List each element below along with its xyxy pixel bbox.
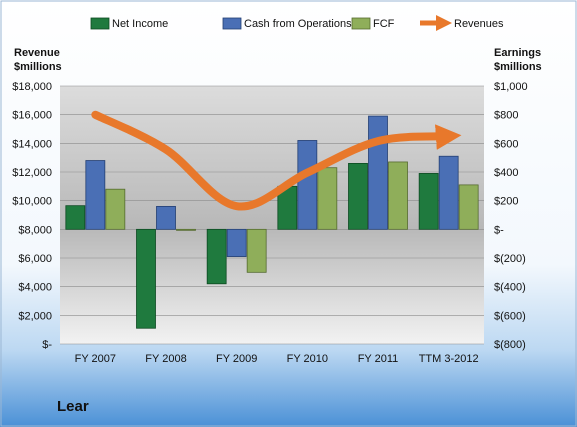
bar-fcf	[458, 184, 479, 230]
left-axis-ticks: $18,000 $16,000 $14,000 $12,000 $10,000 $8,00…	[12, 81, 52, 351]
legend-swatch-net-income	[90, 17, 110, 30]
bar-net-income	[348, 162, 368, 230]
bar-cash-from-operations	[368, 115, 388, 230]
left-tick-label: $16,000	[12, 110, 52, 122]
right-axis-title-line1: Earnings	[494, 47, 541, 59]
left-tick-label: $-	[42, 339, 52, 351]
right-axis-ticks: $1,000 $800 $600 $400 $200 $- $(200) $(400) $(60…	[494, 81, 528, 351]
bar-fcf	[176, 228, 196, 231]
bar-net-income	[65, 205, 86, 230]
bar-cash-from-operations	[226, 228, 247, 257]
right-tick-label: $(400)	[494, 282, 526, 294]
bar-cash-from-operations	[156, 205, 176, 230]
left-tick-label: $2,000	[18, 310, 52, 322]
x-axis-ticks: FY 2007 FY 2008 FY 2009 FY 2010 FY 2011 TTM 3…	[75, 353, 479, 365]
right-tick-label: $800	[494, 110, 518, 122]
revenues-line	[91, 110, 462, 211]
left-tick-label: $14,000	[12, 138, 52, 150]
bar-fcf	[246, 228, 267, 273]
left-tick-label: $6,000	[18, 253, 52, 265]
legend: Net Income Cash from Operations FCF Reve…	[90, 14, 504, 32]
bar-cash-from-operations	[438, 155, 459, 230]
left-tick-label: $18,000	[12, 81, 52, 93]
bars	[65, 115, 479, 329]
right-tick-label: $600	[494, 138, 518, 150]
bar-fcf	[105, 188, 126, 230]
right-tick-label: $(800)	[494, 339, 526, 351]
right-tick-label: $1,000	[494, 81, 528, 93]
legend-swatch-cash-from-operations	[222, 17, 242, 30]
left-axis-title-line2: $millions	[14, 61, 62, 73]
right-axis-title-line2: $millions	[494, 61, 542, 73]
left-tick-label: $4,000	[18, 282, 52, 294]
x-tick-label: FY 2008	[145, 353, 186, 365]
revenue-line-group	[91, 110, 462, 211]
legend-label-revenues: Revenues	[454, 18, 504, 30]
bar-cash-from-operations	[85, 160, 106, 230]
bar-net-income	[136, 228, 156, 329]
left-tick-label: $8,000	[18, 224, 52, 236]
x-tick-label: FY 2010	[287, 353, 328, 365]
legend-label-cash-from-operations: Cash from Operations	[244, 18, 352, 30]
legend-label-net-income: Net Income	[112, 18, 168, 30]
x-tick-label: TTM 3-2012	[419, 353, 479, 365]
legend-swatch-fcf	[351, 17, 371, 30]
bar-fcf	[388, 161, 408, 230]
bar-fcf	[317, 167, 338, 230]
right-tick-label: $(200)	[494, 253, 526, 265]
right-tick-label: $(600)	[494, 310, 526, 322]
bar-net-income	[418, 173, 439, 230]
company-name: Lear	[57, 398, 89, 415]
right-tick-label: $400	[494, 167, 518, 179]
right-tick-label: $-	[494, 224, 504, 236]
left-tick-label: $12,000	[12, 167, 52, 179]
left-tick-label: $10,000	[12, 196, 52, 208]
x-tick-label: FY 2011	[358, 353, 399, 365]
grid-lines	[60, 85, 484, 345]
right-tick-label: $200	[494, 196, 518, 208]
bar-net-income	[206, 228, 227, 285]
legend-label-fcf: FCF	[373, 18, 395, 30]
x-tick-label: FY 2007	[75, 353, 116, 365]
x-tick-label: FY 2009	[216, 353, 257, 365]
left-axis-title-line1: Revenue	[14, 47, 60, 59]
bar-cash-from-operations	[297, 140, 318, 230]
